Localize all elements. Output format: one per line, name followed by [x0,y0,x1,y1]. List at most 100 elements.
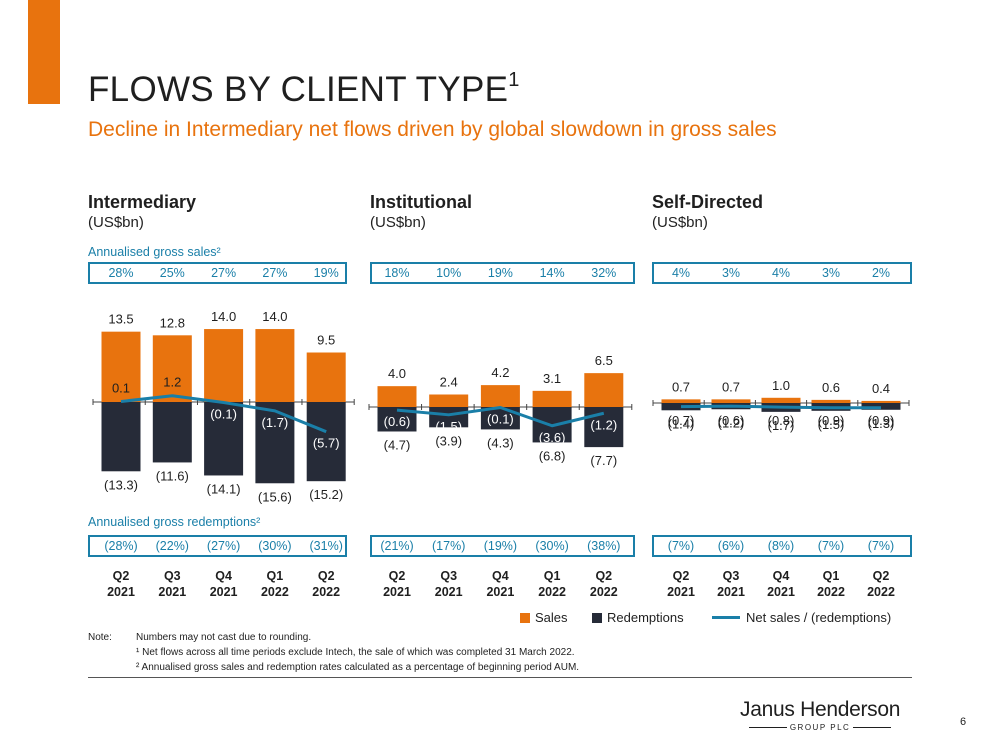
sales-rate-self-directed: 4% [771,266,791,280]
sales-label-intermediary: 12.8 [160,315,185,330]
sales-rate-box-institutional [370,262,635,284]
legend-sales-swatch [520,612,530,623]
sales-label-intermediary: 14.0 [262,309,287,324]
redemption-rate-institutional: (21%) [380,539,414,553]
net-label-institutional: (1.2) [590,417,617,432]
net-label-intermediary: 0.1 [112,380,130,395]
accent-bar [28,0,60,104]
redemption-bar-intermediary [306,402,346,482]
net-label-intermediary: 1.2 [163,375,181,390]
net-line-self-directed [680,404,881,410]
redemption-rate-self-directed: (7%) [667,539,695,553]
sales-bar-intermediary [204,329,244,402]
sales-rate-intermediary: 27% [262,266,288,280]
footer-divider [88,677,912,678]
sales-rate-intermediary: 19% [313,266,339,280]
sales-rate-institutional: 19% [487,266,513,280]
redemption-rate-box-self-directed [652,535,912,557]
sales-rate-institutional: 32% [591,266,617,280]
panel-unit-institutional: (US$bn) [370,214,426,231]
note-lead: Note: [88,632,112,643]
legend-redemptions-swatch [592,612,602,623]
net-line-intermediary [120,394,327,434]
redemption-rate-intermediary: (22%) [155,539,189,553]
sales-bar-intermediary [255,329,295,402]
net-label-intermediary: (0.1) [210,407,237,422]
quarter-label-intermediary: Q2 2021 [107,569,135,599]
sales-label-intermediary: 14.0 [211,309,236,324]
sales-rate-self-directed: 4% [671,266,691,280]
sales-label-institutional: 4.0 [388,366,406,381]
sales-rate-institutional: 14% [539,266,565,280]
quarter-label-self-directed: Q2 2021 [667,569,695,599]
panel-unit-self-directed: (US$bn) [652,214,708,231]
redemption-label-self-directed: (1.7) [768,418,795,433]
quarter-label-intermediary: Q1 2022 [260,569,289,599]
flows-charts: 13.5 (13.3) 12.8 (11.6) 14.0 (14.1) 14.0 (15.6)… [92,309,910,504]
redemption-rate-intermediary: (30%) [258,539,292,553]
sales-bar-intermediary [306,352,346,402]
logo-name: Janus Henderson [740,698,901,721]
redemption-bar-institutional [480,407,520,430]
redemption-label-self-directed: (1.5) [818,417,845,432]
sales-label-institutional: 3.1 [543,371,561,386]
net-label-institutional: (1.5) [435,419,462,434]
net-label-self-directed: (0.8) [768,413,795,428]
redemption-rate-institutional: (19%) [483,539,518,553]
legend-net-line [712,616,740,620]
sales-rate-box-intermediary [88,262,347,284]
redemption-rate-intermediary: (31%) [309,539,343,553]
gross-redemptions-label: Annualised gross redemptions² [88,515,261,529]
sales-bar-intermediary [101,331,141,402]
redemption-label-institutional: (3.9) [435,433,462,448]
redemption-bar-intermediary [204,402,244,476]
sales-rate-intermediary: 27% [211,266,237,280]
legend-sales: Sales [520,610,568,625]
redemption-rate-self-directed: (7%) [867,539,895,553]
redemption-rate-intermediary: (28%) [104,539,138,553]
quarter-label-institutional: Q4 2021 [486,569,515,599]
redemption-rate-box-intermediary [88,535,347,557]
panel-title-institutional: Institutional [370,192,472,212]
sales-rate-intermediary: 28% [108,266,134,280]
net-label-self-directed: (0.9) [818,413,845,428]
redemption-label-intermediary: (15.6) [258,489,292,504]
page-subtitle: Decline in Intermediary net flows driven… [88,118,777,141]
redemption-rate-self-directed: (7%) [817,539,845,553]
sales-rate-self-directed: 3% [721,266,741,280]
panel-title-intermediary: Intermediary [88,192,197,212]
redemption-rate-institutional: (17%) [432,539,466,553]
redemption-rate-self-directed: (8%) [767,539,795,553]
quarter-label-institutional: Q2 2022 [589,569,618,599]
sales-rate-institutional: 18% [384,266,410,280]
logo-sub: GROUP PLC [740,723,900,732]
quarter-label-intermediary: Q4 2021 [209,569,238,599]
redemption-label-intermediary: (15.2) [309,487,343,502]
sales-bar-institutional [377,386,417,407]
net-label-self-directed: (0.7) [668,413,695,428]
legend-net: Net sales / (redemptions) [712,610,891,625]
quarter-label-intermediary: Q2 2022 [312,569,341,599]
sales-rate-box-self-directed [652,262,912,284]
quarter-label-self-directed: Q3 2021 [717,569,745,599]
redemption-label-intermediary: (11.6) [156,468,189,483]
sales-label-institutional: 2.4 [440,374,458,389]
legend-redemptions: Redemptions [592,610,684,625]
sales-label-institutional: 4.2 [491,365,509,380]
page-number: 6 [960,716,967,728]
sales-bar-self-directed [711,399,751,403]
quarter-label-institutional: Q3 2021 [434,569,463,599]
sales-bar-self-directed [761,397,801,403]
sales-label-self-directed: 0.7 [672,379,690,394]
redemption-label-institutional: (7.7) [590,453,617,468]
sales-bar-self-directed [811,399,851,403]
redemption-bar-intermediary [101,402,141,472]
sales-label-intermediary: 9.5 [317,333,335,348]
net-label-institutional: (0.1) [487,412,514,427]
net-label-institutional: (0.6) [384,414,411,429]
company-logo: Janus Henderson GROUP PLC [740,698,900,732]
sales-bar-institutional [584,373,624,407]
sales-bar-institutional [532,390,572,407]
panel-unit-intermediary: (US$bn) [88,214,144,231]
redemption-bar-intermediary [152,402,192,463]
